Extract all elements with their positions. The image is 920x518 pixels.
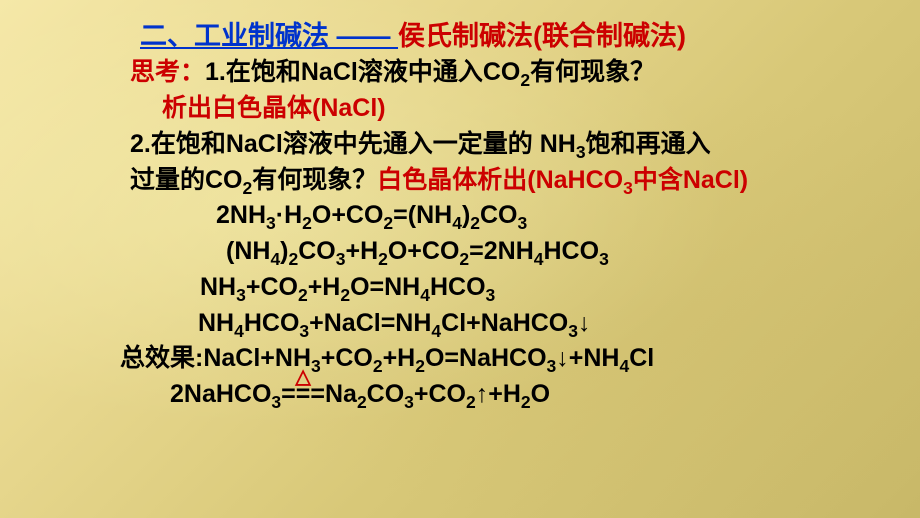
- title-part1: 二、工业制碱法 ——: [140, 21, 398, 51]
- answer-1: 析出白色晶体(NaCl): [162, 92, 890, 126]
- q1-text: 1.在饱和NaCl溶液中通入CO2有何现象？: [205, 58, 655, 86]
- equation-3: NH3+CO2+H2O=NH4HCO3: [200, 271, 890, 305]
- eq5-label: 总效果:: [120, 344, 203, 372]
- sikao-label: 思考：: [130, 58, 205, 86]
- eq6-left: 2NaHCO3: [170, 380, 281, 408]
- title-part2: 侯氏制碱法(联合制碱法): [398, 21, 686, 51]
- question-1: 思考：1.在饱和NaCl溶液中通入CO2有何现象？: [130, 56, 890, 90]
- delta-symbol: △: [295, 364, 310, 391]
- title-row: 二、工业制碱法 —— 侯氏制碱法(联合制碱法): [140, 18, 890, 54]
- equation-1: 2NH3·H2O+CO2=(NH4)2CO3: [216, 199, 890, 233]
- question-2-line2: 过量的CO2有何现象？白色晶体析出(NaHCO3中含NaCl): [130, 164, 890, 198]
- slide-content: 二、工业制碱法 —— 侯氏制碱法(联合制碱法) 思考：1.在饱和NaCl溶液中通…: [0, 0, 920, 424]
- question-2-line1: 2.在饱和NaCl溶液中先通入一定量的 NH3饱和再通入: [130, 128, 890, 162]
- eq3-text: NH3+CO2+H2O=NH4HCO3: [200, 273, 495, 301]
- q2-line1: 2.在饱和NaCl溶液中先通入一定量的 NH3饱和再通入: [130, 130, 711, 158]
- eq2-text: (NH4)2CO3+H2O+CO2=2NH4HCO3: [226, 237, 609, 265]
- q2-line2: 过量的CO2有何现象？: [130, 166, 377, 194]
- eq4-text: NH4HCO3+NaCl=NH4Cl+NaHCO3↓: [198, 309, 591, 337]
- equation-4: NH4HCO3+NaCl=NH4Cl+NaHCO3↓: [198, 307, 890, 341]
- eq1-text: 2NH3·H2O+CO2=(NH4)2CO3: [216, 201, 527, 229]
- equation-6: 2NaHCO3△===Na2CO3+CO2↑+H2O: [170, 378, 890, 412]
- q2-answer: 白色晶体析出(NaHCO3中含NaCl): [377, 166, 748, 194]
- equation-2: (NH4)2CO3+H2O+CO2=2NH4HCO3: [226, 235, 890, 269]
- eq6-mid: △===: [281, 378, 325, 412]
- equation-5: 总效果:NaCl+NH3+CO2+H2O=NaHCO3↓+NH4Cl: [120, 342, 890, 376]
- eq5-text: NaCl+NH3+CO2+H2O=NaHCO3↓+NH4Cl: [203, 344, 654, 372]
- eq6-right: Na2CO3+CO2↑+H2O: [325, 380, 550, 408]
- q1-answer: 析出白色晶体(NaCl): [162, 94, 386, 122]
